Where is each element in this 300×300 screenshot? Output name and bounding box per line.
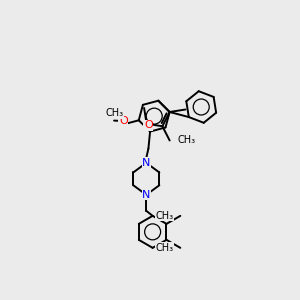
Text: CH₃: CH₃ — [155, 211, 174, 221]
Text: CH₃: CH₃ — [105, 108, 123, 118]
Text: CH₃: CH₃ — [177, 136, 195, 146]
Text: N: N — [142, 158, 151, 168]
Text: CH₃: CH₃ — [155, 243, 174, 253]
Text: N: N — [142, 190, 151, 200]
Text: O: O — [119, 116, 128, 126]
Text: O: O — [144, 120, 153, 130]
